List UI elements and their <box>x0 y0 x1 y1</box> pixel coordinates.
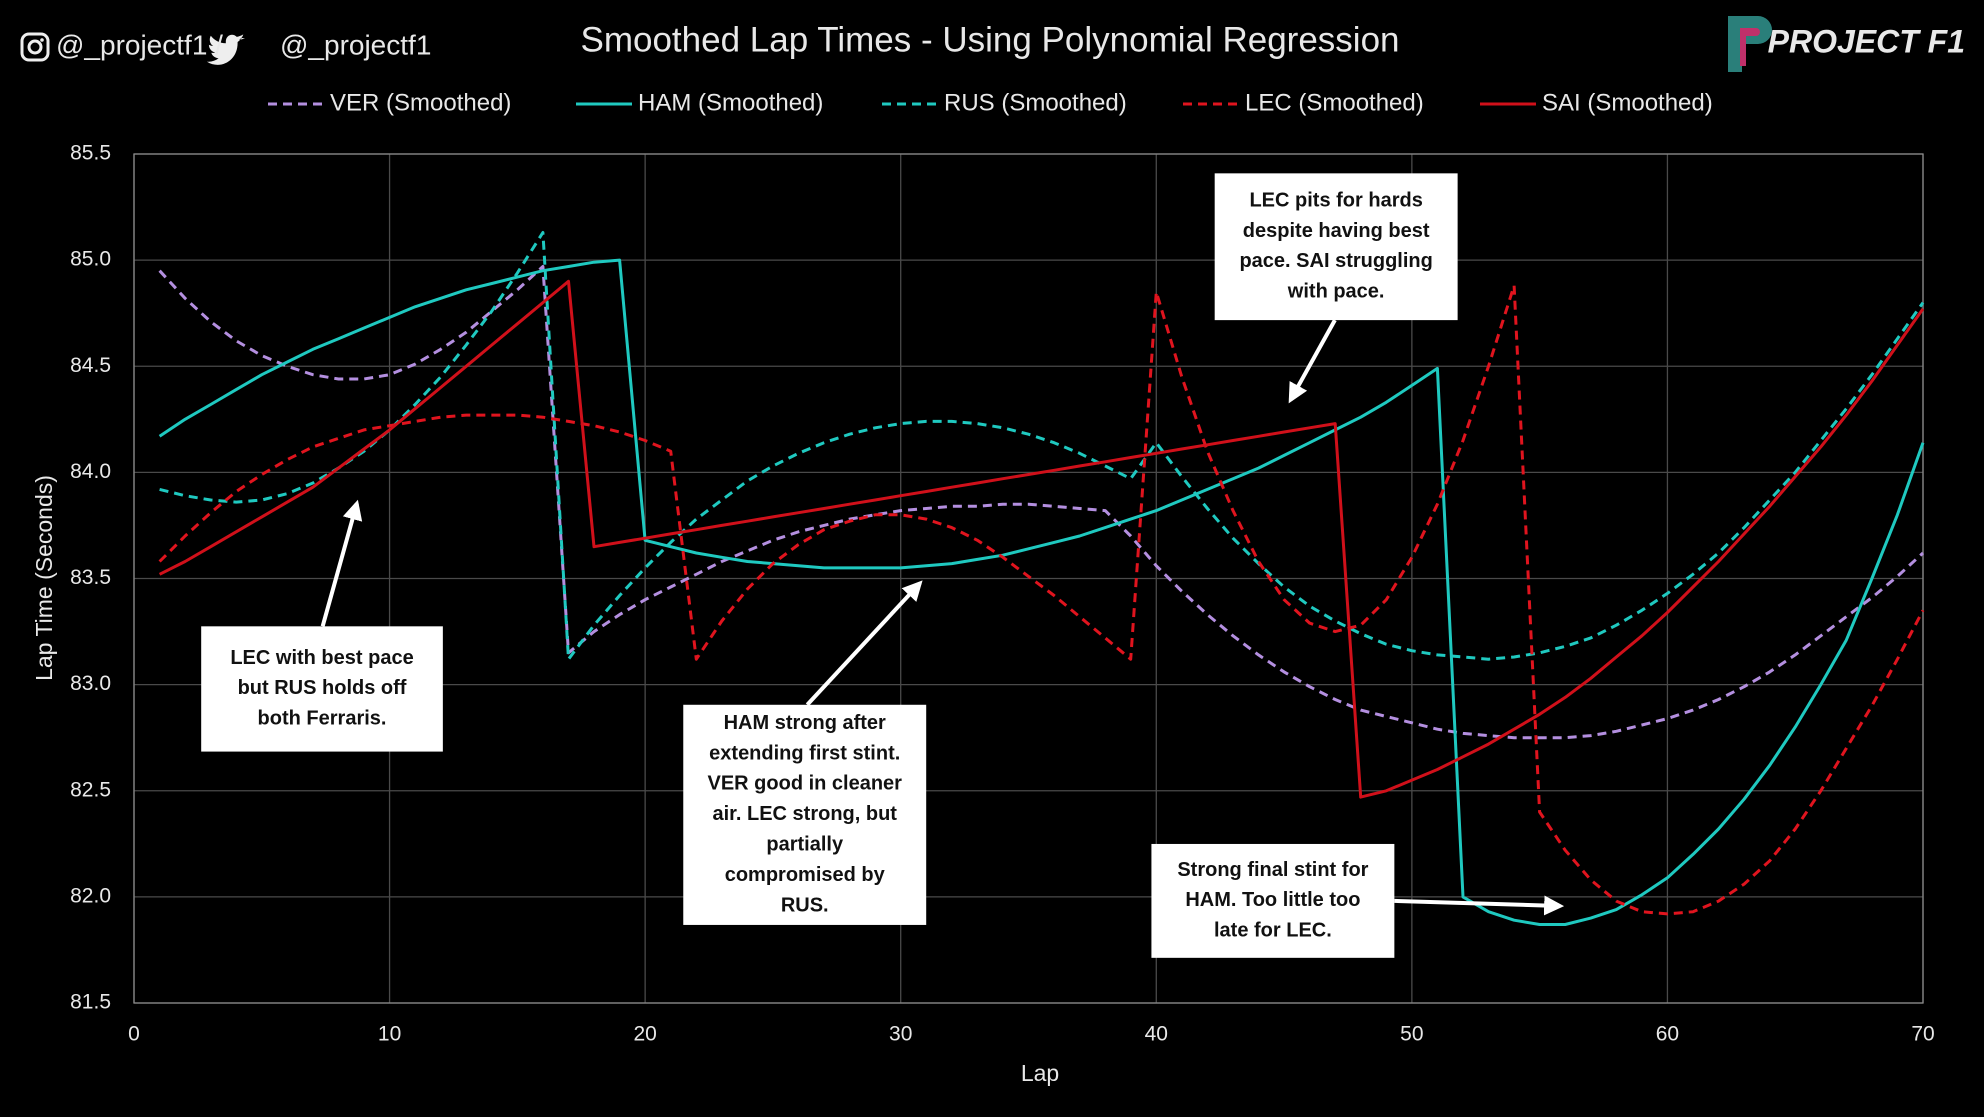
annotation-box <box>683 704 927 925</box>
annotation-text: LEC pits for hards <box>1249 189 1422 211</box>
annotation-text: LEC with best pace <box>230 647 413 669</box>
x-tick-label: 50 <box>1400 1023 1423 1046</box>
annotation-text: HAM strong after <box>724 712 886 734</box>
annotation-text: air. LEC strong, but <box>713 803 898 825</box>
annotation-text: pace. SAI struggling <box>1239 250 1432 272</box>
annotation-arrow <box>805 580 923 707</box>
annotation: LEC with best pace but RUS holds off both … <box>201 499 443 752</box>
x-tick-label: 40 <box>1145 1023 1168 1046</box>
annotation-text: Strong final stint for <box>1177 859 1368 881</box>
x-tick-label: 70 <box>1911 1023 1934 1046</box>
y-tick-label: 82.0 <box>70 884 111 907</box>
annotation-text: HAM. Too little too <box>1185 889 1360 911</box>
y-tick-label: 83.5 <box>70 566 111 589</box>
annotation-text: partially <box>766 834 844 856</box>
annotation-text: but RUS holds off <box>238 677 407 699</box>
annotation-box <box>1214 173 1458 321</box>
annotation-arrow <box>320 499 363 627</box>
annotation-box <box>1151 843 1395 958</box>
legend-label: VER (Smoothed) <box>330 89 511 116</box>
annotation-text: VER good in cleaner <box>707 773 902 795</box>
annotation-arrow <box>1394 895 1565 916</box>
y-tick-label: 84.5 <box>70 354 111 377</box>
y-tick-label: 82.5 <box>70 778 111 801</box>
annotation-text: RUS. <box>781 894 829 916</box>
annotation: HAM strong after extending first stint. VE… <box>683 580 927 925</box>
legend-label: HAM (Smoothed) <box>638 89 823 116</box>
series-line <box>159 231 1925 661</box>
annotation-box <box>201 626 443 752</box>
annotation: LEC pits for hards despite having best pac… <box>1214 173 1458 404</box>
annotation-text: despite having best <box>1243 220 1430 242</box>
legend-label: SAI (Smoothed) <box>1542 89 1713 116</box>
x-tick-label: 0 <box>128 1023 140 1046</box>
series-line <box>158 265 1925 740</box>
legend-label: LEC (Smoothed) <box>1245 89 1424 116</box>
legend-label: RUS (Smoothed) <box>944 89 1127 116</box>
annotation-text: with pace. <box>1287 281 1385 303</box>
annotation-text: compromised by <box>725 864 886 886</box>
series-line <box>158 279 1925 799</box>
series-line <box>158 258 1925 926</box>
handle: @_projectf1 <box>280 29 431 60</box>
y-tick-label: 85.5 <box>70 142 111 165</box>
x-tick-label: 20 <box>633 1023 656 1046</box>
x-axis-label: Lap <box>1021 1060 1059 1086</box>
annotation-arrow <box>1288 319 1337 404</box>
logo-text: PROJECT F1 <box>1768 23 1965 59</box>
logo-icon <box>1728 16 1772 72</box>
x-tick-label: 30 <box>889 1023 912 1046</box>
y-tick-label: 84.0 <box>70 460 111 483</box>
x-tick-label: 10 <box>378 1023 401 1046</box>
y-axis-label: Lap Time (Seconds) <box>31 475 57 681</box>
annotation-text: extending first stint. <box>709 742 900 764</box>
y-tick-label: 81.5 <box>70 991 111 1014</box>
chart-title: Smoothed Lap Times - Using Polynomial Re… <box>581 20 1400 59</box>
handle: @_projectf1 / <box>56 29 223 60</box>
annotation-text: both Ferraris. <box>258 708 387 730</box>
y-tick-label: 83.0 <box>70 672 111 695</box>
y-tick-label: 85.0 <box>70 248 111 271</box>
twitter-icon <box>206 34 245 65</box>
annotation-text: late for LEC. <box>1214 920 1332 942</box>
series-line <box>158 284 1925 916</box>
annotation: Strong final stint for HAM. Too little to… <box>1151 843 1565 958</box>
plot-frame <box>133 153 1924 1004</box>
x-tick-label: 60 <box>1656 1023 1679 1046</box>
instagram-icon <box>20 32 50 62</box>
